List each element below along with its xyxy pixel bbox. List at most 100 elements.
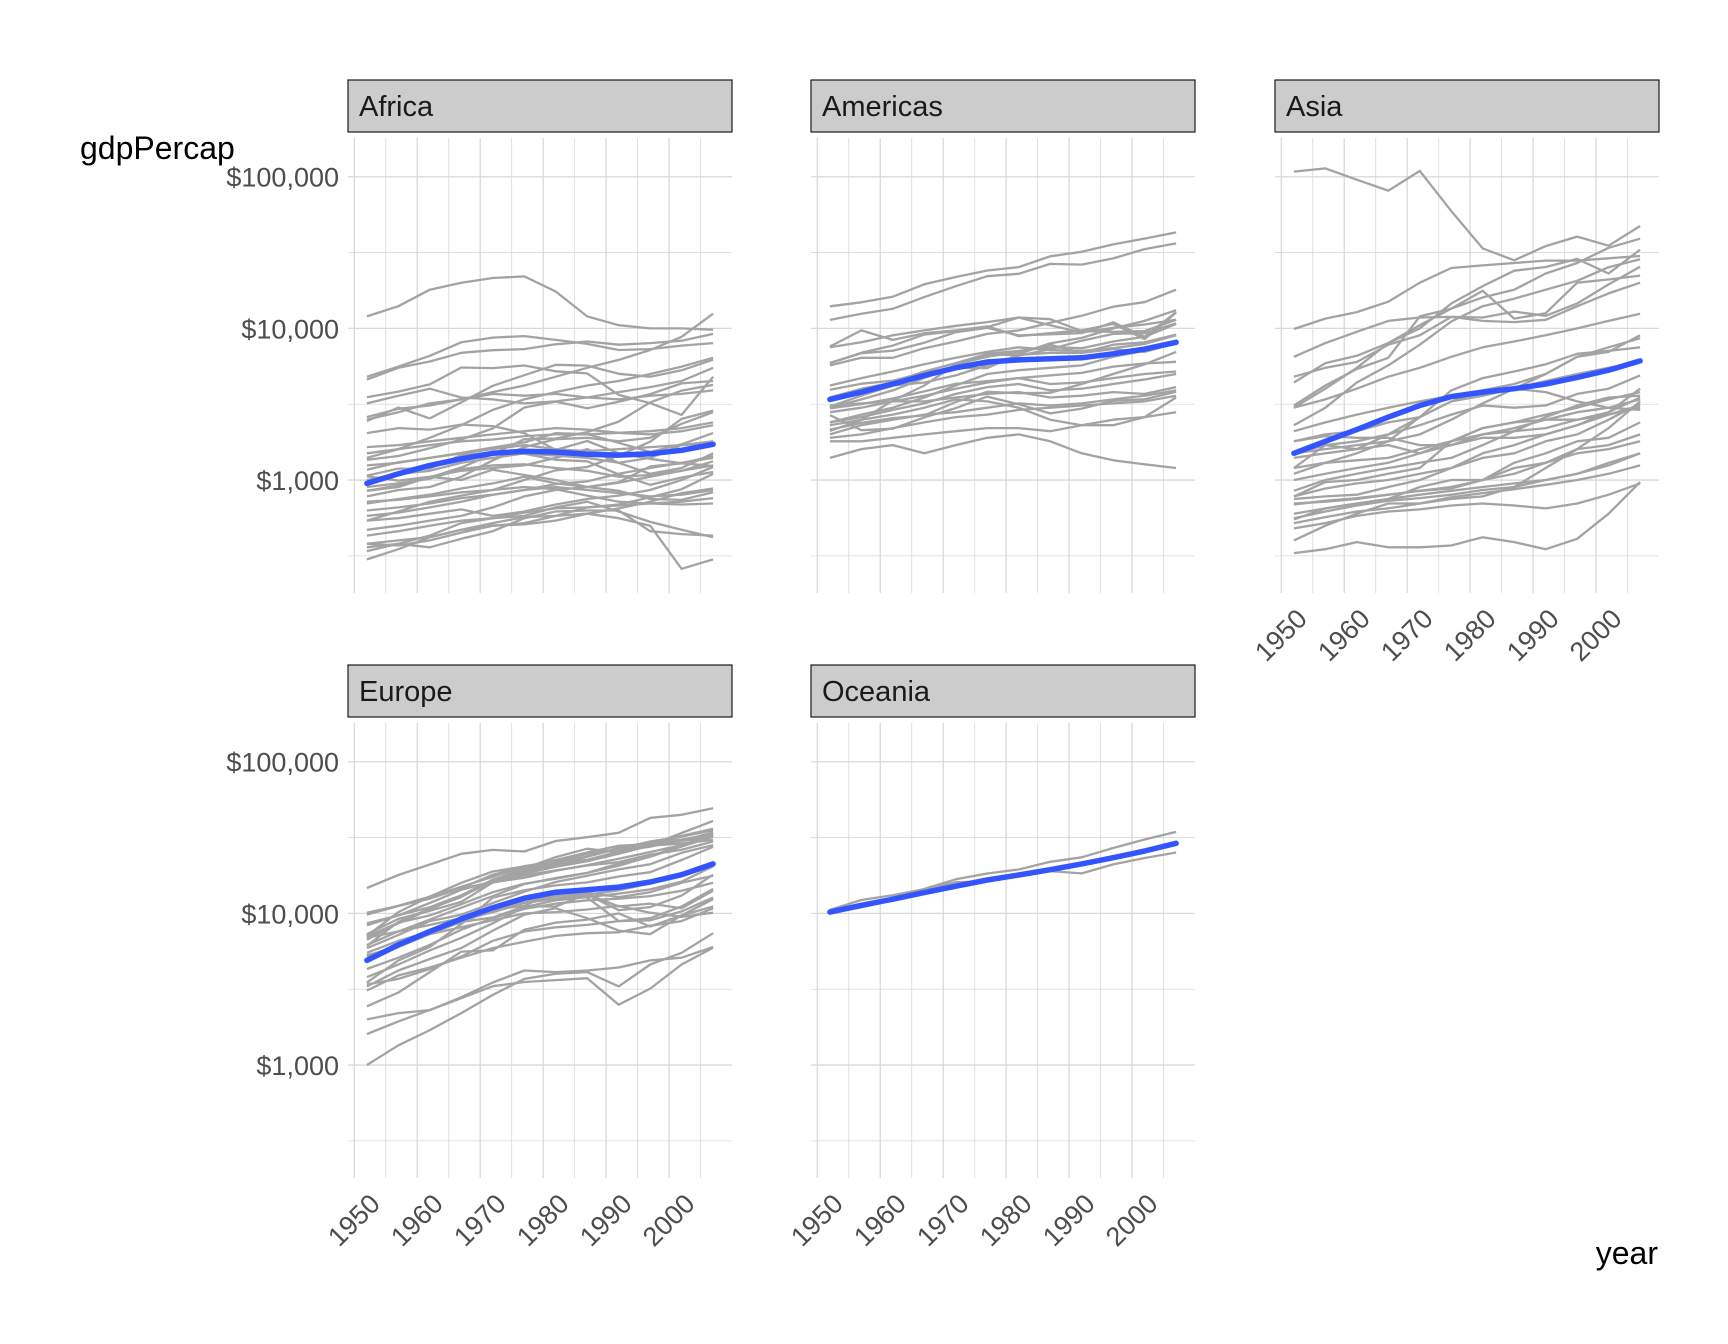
country-line: [1293, 433, 1641, 506]
x-tick-label: 1970: [448, 1188, 512, 1252]
country-line: [366, 807, 714, 890]
country-line: [829, 341, 1177, 424]
country-line: [829, 341, 1177, 409]
country-line: [829, 231, 1177, 308]
strip-americas: [810, 79, 1196, 133]
x-tick-label: 1990: [574, 1188, 638, 1252]
country-line: [1293, 390, 1641, 460]
strip-label-americas: Americas: [822, 91, 943, 123]
country-line: [1293, 482, 1641, 530]
y-tick-label: $100,000: [226, 748, 339, 778]
country-line: [366, 442, 714, 467]
country-line: [829, 433, 1177, 470]
x-tick-label: 1960: [848, 1188, 912, 1252]
country-line: [366, 364, 714, 417]
country-line: [366, 366, 714, 405]
country-line: [366, 898, 714, 988]
country-line: [366, 907, 714, 992]
strip-asia: [1274, 79, 1660, 133]
country-line: [1293, 265, 1641, 358]
y-axis-title: gdpPercap: [80, 130, 235, 166]
x-axis-title: year: [1596, 1235, 1659, 1271]
country-line: [366, 421, 714, 455]
trend-line-oceania: [827, 840, 1179, 915]
x-tick-label: 1990: [1037, 1188, 1101, 1252]
country-line: [1293, 394, 1641, 492]
country-line: [366, 358, 714, 423]
x-tick-label: 1950: [322, 1188, 386, 1252]
country-line: [366, 835, 714, 938]
trend-line-americas: [827, 339, 1179, 403]
strip-label-europe: Europe: [359, 676, 453, 708]
country-line: [1293, 258, 1641, 427]
country-line: [829, 316, 1177, 365]
strip-oceania: [810, 664, 1196, 718]
country-line: [1293, 374, 1641, 455]
country-line: [366, 334, 714, 378]
country-line: [1293, 464, 1641, 525]
country-line: [1293, 248, 1641, 384]
country-line: [366, 843, 714, 950]
country-line: [366, 835, 714, 941]
x-tick-label: 1980: [511, 1188, 575, 1252]
country-line: [829, 288, 1177, 367]
country-line: [1293, 452, 1641, 520]
country-line: [366, 840, 714, 925]
country-line: [366, 424, 714, 449]
country-line: [366, 512, 714, 570]
x-tick-label: 2000: [637, 1188, 701, 1252]
x-tick-label: 2000: [1100, 1188, 1164, 1252]
panel-americas: Americas: [810, 79, 1196, 593]
x-tick-label: 1950: [1249, 603, 1313, 667]
strip-label-oceania: Oceania: [822, 676, 931, 708]
panel-africa: Africa $1,000 $10,000 $100,000: [226, 79, 733, 593]
country-line: [829, 242, 1177, 322]
country-line: [366, 887, 714, 986]
country-line: [829, 411, 1177, 443]
country-line: [1293, 337, 1641, 455]
country-line: [829, 394, 1177, 439]
x-tick-label: 1990: [1501, 603, 1565, 667]
country-line: [829, 311, 1177, 348]
country-line: [829, 334, 1177, 387]
country-line: [1293, 402, 1641, 498]
country-line: [366, 881, 714, 971]
country-line: [1293, 398, 1641, 482]
country-line: [1293, 406, 1641, 470]
country-line: [366, 379, 714, 461]
y-tick-label: $100,000: [226, 163, 339, 193]
country-line: [366, 389, 714, 419]
country-line: [1293, 400, 1641, 542]
strip-europe: [347, 664, 733, 718]
country-line: [366, 423, 714, 468]
strip-label-africa: Africa: [359, 91, 434, 123]
trend-line-africa: [364, 441, 716, 487]
country-line: [366, 874, 714, 939]
x-tick-label: 2000: [1564, 603, 1628, 667]
country-line: [829, 396, 1177, 427]
panel-oceania: Oceania 1950 1960 1970 1980 1990 2000: [785, 664, 1196, 1252]
x-tick-label: 1980: [974, 1188, 1038, 1252]
country-line: [366, 833, 714, 916]
country-line: [366, 945, 714, 1021]
country-line: [1293, 346, 1641, 475]
country-line: [829, 316, 1177, 349]
trend-line-europe: [364, 861, 716, 964]
trend-line-asia: [1291, 358, 1643, 457]
x-tick-label: 1950: [785, 1188, 849, 1252]
country-line: [366, 865, 714, 979]
country-line: [1293, 481, 1641, 555]
panels-group: Africa $1,000 $10,000 $100,000 Americas Asia 1…: [226, 79, 1660, 1252]
country-line: [829, 385, 1177, 414]
x-tick-label: 1960: [1312, 603, 1376, 667]
y-tick-label: $1,000: [256, 1051, 339, 1081]
country-line: [366, 452, 714, 482]
y-tick-label: $1,000: [256, 466, 339, 496]
country-line: [829, 372, 1177, 424]
country-line: [366, 932, 714, 1066]
country-line: [366, 464, 714, 531]
y-tick-label: $10,000: [241, 899, 339, 929]
country-line: [1293, 312, 1641, 409]
